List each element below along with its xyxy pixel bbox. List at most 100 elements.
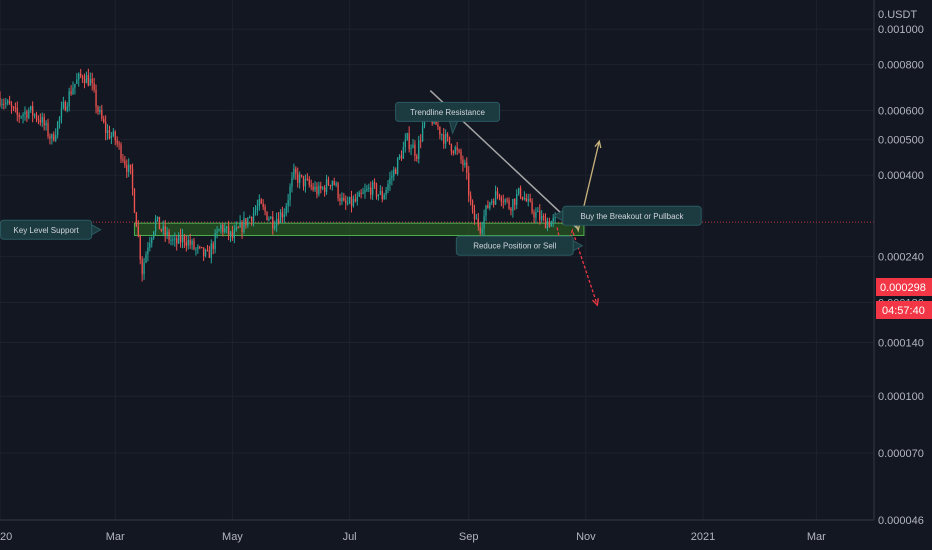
candle-body — [293, 168, 295, 178]
candle-body — [243, 218, 245, 233]
candle-body — [373, 182, 376, 185]
candle-body — [47, 122, 49, 137]
candle-body — [527, 198, 529, 202]
candle-body — [147, 247, 149, 255]
candle-body — [439, 126, 441, 135]
support-zone — [133, 222, 585, 236]
candle-body — [16, 107, 18, 115]
candle-body — [450, 144, 453, 152]
candle-body — [103, 118, 105, 123]
candle-body — [143, 262, 145, 275]
candle-body — [41, 117, 43, 123]
candle-body — [323, 187, 326, 193]
currency-prefix: 0. — [878, 9, 887, 21]
candle-body — [345, 200, 347, 204]
annotation-callout[interactable]: Reduce Position or Sell — [455, 235, 584, 256]
candle-body — [237, 227, 239, 229]
candle-body — [302, 175, 305, 187]
annotation-label: Reduce Position or Sell — [473, 242, 556, 251]
candle-body — [195, 248, 197, 250]
candle-body — [12, 106, 15, 108]
x-tick-label: Jul — [343, 531, 357, 543]
candle-body — [402, 147, 405, 159]
candle-body — [181, 235, 184, 243]
candle-body — [3, 103, 5, 105]
y-tick-label: 0.000046 — [878, 515, 924, 527]
candle-body — [389, 178, 391, 184]
candle-body — [118, 143, 120, 145]
candle-body — [337, 183, 339, 199]
annotation-callout[interactable]: Trendline Resistance — [395, 101, 501, 135]
candle-body — [502, 201, 504, 203]
candle-body — [462, 159, 464, 166]
candle-body — [252, 212, 255, 222]
candle-body — [145, 254, 147, 263]
candle-body — [533, 212, 535, 218]
candle-body — [260, 199, 262, 204]
candle-body — [187, 239, 189, 246]
candle-body — [64, 102, 66, 111]
candle-body — [421, 125, 424, 141]
y-tick-label: 0.000100 — [878, 391, 924, 403]
candle-body — [471, 200, 474, 211]
x-tick-label: May — [222, 531, 243, 543]
candle-body — [354, 199, 357, 202]
candle-body — [270, 216, 272, 219]
candle-body — [396, 157, 399, 174]
candle-body — [80, 73, 82, 77]
candle-body — [295, 168, 297, 174]
annotation-callout[interactable]: Key Level Support — [0, 219, 102, 240]
candle-body — [218, 229, 220, 232]
candle-body — [443, 134, 445, 144]
candle-body — [539, 210, 541, 220]
candle-body — [114, 131, 116, 141]
candle-body — [256, 206, 259, 211]
candle-body — [521, 196, 524, 200]
candle-body — [139, 236, 141, 260]
candle-body — [297, 173, 299, 183]
x-tick-label: Sep — [459, 531, 479, 543]
candle-body — [550, 221, 552, 227]
candle-body — [166, 231, 168, 235]
candle-body — [452, 151, 454, 154]
candle-body — [229, 231, 232, 236]
candle-body — [525, 198, 527, 202]
annotation-callout[interactable]: Buy the Breakout or Pullback — [552, 205, 702, 226]
bearish-path — [556, 227, 599, 306]
candle-body — [53, 134, 55, 141]
candle-body — [201, 246, 203, 248]
candle-body — [464, 162, 466, 166]
candle-body — [30, 106, 32, 111]
candle-body — [22, 114, 24, 117]
candle-body — [108, 130, 111, 139]
candle-body — [89, 78, 91, 86]
candle-body — [285, 206, 287, 215]
candle-body — [327, 179, 330, 186]
candle-body — [249, 216, 251, 219]
y-tick-label: 0.000140 — [878, 338, 924, 350]
candle-body — [473, 210, 476, 220]
candle-body — [18, 114, 20, 117]
candle-body — [120, 144, 122, 160]
candle-body — [460, 151, 462, 160]
candle-body — [458, 149, 460, 152]
candle-body — [535, 212, 537, 218]
candle-body — [152, 231, 155, 238]
candle-body — [510, 208, 512, 211]
candle-body — [133, 189, 136, 213]
candle-body — [212, 243, 214, 250]
candle-body — [137, 226, 139, 237]
candle-body — [74, 83, 76, 88]
annotation-label: Trendline Resistance — [410, 108, 485, 117]
candle-body — [62, 102, 65, 108]
candle-body — [58, 117, 61, 122]
candle-body — [202, 247, 205, 256]
candle-body — [289, 186, 291, 201]
candle-body — [26, 111, 28, 118]
candle-body — [245, 218, 247, 226]
candle-body — [529, 198, 531, 202]
candle-body — [283, 214, 285, 218]
x-tick-label: Nov — [576, 531, 596, 543]
